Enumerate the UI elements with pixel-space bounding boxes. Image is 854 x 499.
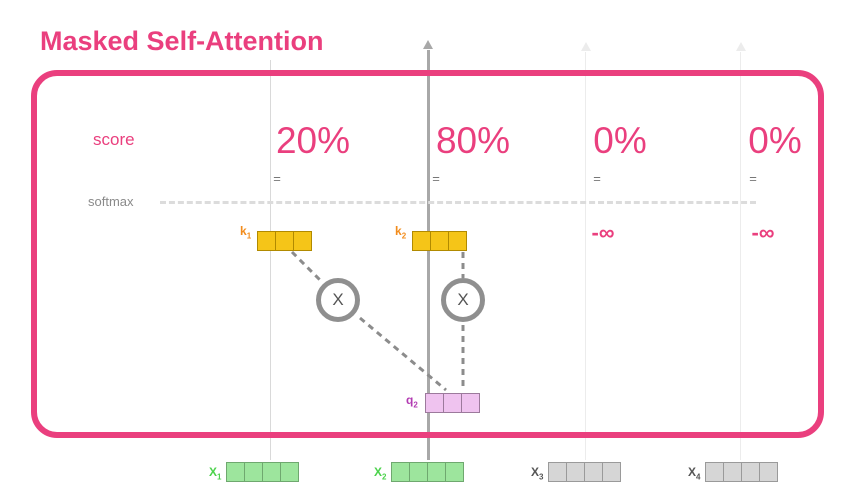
column-arrowhead-2 [423,40,433,49]
input-vector-4 [705,462,778,482]
input-vector-1 [226,462,299,482]
key-vector-cell [430,231,449,251]
score-value-4: 0% [748,120,802,161]
equals-sign-2: = [432,171,440,186]
input-vector-cell [409,462,428,482]
input-vector-cell [244,462,263,482]
column-line-4 [740,52,741,460]
query-vector-cell [461,393,480,413]
input-vector-cell [445,462,464,482]
link-k1-to-multiply [290,250,325,285]
key-vector-cell [412,231,431,251]
input-label-2: X2 [374,465,387,482]
input-vector-cell [584,462,603,482]
input-vector-cell [226,462,245,482]
key-vector-cell [448,231,467,251]
input-vector-2 [391,462,464,482]
key-label-1: k1 [240,224,252,241]
link-multiply1-to-q2 [359,316,447,392]
input-vector-cell [391,462,410,482]
diagram-title: Masked Self-Attention [40,26,324,56]
column-line-1 [270,60,271,460]
input-label-4: X4 [688,465,701,482]
input-vector-cell [723,462,742,482]
input-vector-cell [759,462,778,482]
equals-sign-3: = [593,171,601,186]
query-vector-cell [425,393,444,413]
multiply-icon-2: X [441,278,485,322]
multiply-icon-1: X [316,278,360,322]
input-label-3: X3 [531,465,544,482]
input-vector-cell [280,462,299,482]
score-value-2: 80% [435,120,511,161]
column-arrowhead-3 [581,42,591,51]
masked-score-3: -∞ [591,220,615,245]
column-arrowhead-4 [736,42,746,51]
masked-score-4: -∞ [751,220,775,245]
key-label-2: k2 [395,224,407,241]
input-vector-cell [705,462,724,482]
input-vector-cell [602,462,621,482]
equals-sign-4: = [749,171,757,186]
input-vector-cell [566,462,585,482]
query-label: q2 [406,393,418,410]
input-vector-cell [262,462,281,482]
softmax-divider [160,201,756,204]
query-vector-cell [443,393,462,413]
key-vector-cell [257,231,276,251]
score-value-3: 0% [593,120,647,161]
key-vector-1 [257,231,312,251]
softmax-row-label: softmax [88,194,134,209]
column-line-3 [585,52,586,460]
input-vector-cell [741,462,760,482]
score-row-label: score [93,130,135,149]
attention-frame [31,70,824,438]
equals-sign-1: = [273,171,281,186]
input-vector-3 [548,462,621,482]
query-vector [425,393,480,413]
score-value-1: 20% [275,120,351,161]
input-vector-cell [548,462,567,482]
input-vector-cell [427,462,446,482]
key-vector-cell [293,231,312,251]
key-vector-cell [275,231,294,251]
column-line-2 [427,50,430,460]
key-vector-2 [412,231,467,251]
input-label-1: X1 [209,465,222,482]
